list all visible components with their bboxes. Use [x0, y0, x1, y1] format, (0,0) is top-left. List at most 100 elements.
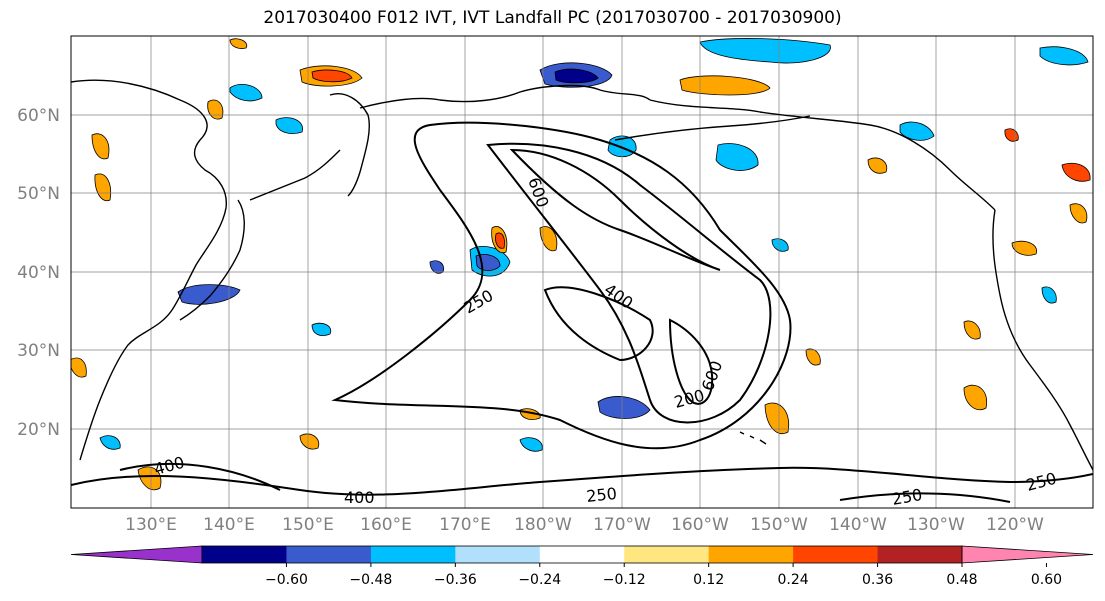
japan-coastline	[179, 199, 245, 321]
colorbar-tick-label: −0.60	[265, 572, 308, 588]
ivt-contour-250-south	[71, 466, 1093, 496]
kamchatka-coastline	[329, 93, 370, 197]
asia-coastline	[71, 79, 227, 461]
positive-anomaly-patch	[137, 466, 162, 491]
colorbar-segment	[286, 546, 372, 563]
ivt-contours	[71, 121, 1093, 503]
colorbar-segment	[539, 546, 625, 563]
colorbar-tick-label: −0.12	[603, 572, 646, 588]
ivt-contour-200	[543, 286, 654, 362]
lon-label: 180°W	[514, 515, 572, 535]
negative-anomaly-patch	[99, 435, 121, 450]
bering-coast	[359, 84, 651, 109]
positive-anomaly-patch	[963, 320, 981, 340]
colorbar-tick-label: −0.24	[518, 572, 561, 588]
positive-anomaly-patch	[867, 157, 888, 174]
map-frame	[70, 35, 1094, 509]
negative-anomaly-patch	[311, 322, 332, 336]
colorbar-tick-label: −0.48	[349, 572, 392, 588]
positive-anomaly-patch	[94, 173, 112, 202]
positive-anomaly-patch	[805, 348, 821, 366]
contour-label: 250	[585, 484, 617, 506]
negative-anomaly-patch	[1041, 286, 1057, 304]
lon-label: 160°W	[671, 515, 729, 535]
colorbar-segments	[70, 545, 1094, 564]
lat-label: 50°N	[17, 184, 60, 204]
anomaly-shading	[71, 38, 1091, 491]
positive-anomaly-patch	[71, 357, 87, 378]
map-title: 2017030400 F012 IVT, IVT Landfall PC (20…	[263, 8, 842, 28]
ivt-contour-600	[509, 148, 721, 271]
negative-anomaly-patch	[177, 284, 241, 305]
positive-anomaly-patch	[963, 384, 988, 411]
colorbar-segment	[202, 546, 287, 563]
lat-label: 20°N	[17, 420, 60, 440]
colorbar-segment	[793, 546, 879, 563]
colorbar-outline	[201, 545, 963, 564]
positive-anomaly-patch	[1061, 162, 1091, 182]
colorbar-segment	[877, 546, 963, 563]
longitude-labels: 130°E 140°E 150°E 160°E 170°E 180°W 170°…	[125, 515, 1044, 535]
positive-anomaly-patch	[229, 38, 248, 49]
lon-label: 130°W	[907, 515, 965, 535]
positive-anomaly-patch	[679, 75, 771, 96]
colorbar-tick-label: 0.36	[862, 572, 893, 588]
lat-label: 60°N	[17, 106, 60, 126]
negative-anomaly-patch	[597, 396, 651, 419]
positive-anomaly-patch	[539, 226, 558, 252]
lat-label: 40°N	[17, 263, 60, 283]
positive-anomaly-patch	[1069, 203, 1088, 224]
negative-anomaly-patch	[899, 121, 935, 141]
lon-label: 120°W	[986, 515, 1044, 535]
colorbar-extend-low	[70, 545, 203, 564]
colorbar-segment	[455, 546, 541, 563]
north-america-west-coast	[992, 209, 1093, 471]
hawaii-islands	[739, 431, 767, 445]
lon-label: 150°W	[750, 515, 808, 535]
negative-anomaly-patch	[699, 38, 831, 64]
ivt-contour-400-south	[119, 462, 1011, 503]
ivt-contour-250	[331, 121, 792, 450]
positive-anomaly-patch	[495, 232, 505, 249]
latitude-labels: 60°N 50°N 40°N 30°N 20°N	[17, 106, 60, 440]
negative-anomaly-patch	[519, 437, 543, 452]
colorbar-tick-label: 0.12	[693, 572, 724, 588]
lon-label: 170°E	[439, 515, 491, 535]
colorbar-segment	[708, 546, 794, 563]
ivt-contour-600-south	[668, 318, 714, 405]
lon-label: 140°E	[203, 515, 255, 535]
colorbar: −0.60 −0.48 −0.36 −0.24 −0.12 0.12 0.24 0.36 0.4…	[70, 545, 1094, 588]
colorbar-segment	[370, 546, 456, 563]
lon-label: 160°E	[360, 515, 412, 535]
colorbar-tick-label: 0.24	[778, 572, 809, 588]
positive-anomaly-patch	[207, 99, 224, 120]
positive-anomaly-patch	[764, 402, 790, 434]
graticule	[71, 36, 1093, 508]
colorbar-tick-label: 0.48	[946, 572, 977, 588]
contour-label: 400	[344, 488, 375, 507]
coastlines	[71, 79, 1093, 471]
lon-label: 130°E	[125, 515, 177, 535]
contour-label: 250	[890, 485, 923, 509]
positive-anomaly-patch	[311, 69, 353, 83]
aleutian-islands	[614, 115, 811, 141]
colorbar-tick-label: −0.36	[434, 572, 477, 588]
lon-label: 140°W	[829, 515, 887, 535]
positive-anomaly-patch	[299, 433, 320, 450]
lon-label: 150°E	[282, 515, 334, 535]
kuril-islands	[249, 149, 341, 201]
colorbar-ticks: −0.60 −0.48 −0.36 −0.24 −0.12 0.12 0.24 0.36 0.4…	[265, 563, 1062, 588]
negative-anomaly-patch	[275, 117, 303, 134]
positive-anomaly-patch	[91, 133, 110, 160]
negative-anomaly-patch	[229, 84, 263, 102]
negative-anomaly-patch	[1039, 46, 1089, 66]
colorbar-segment	[624, 546, 710, 563]
alaska-coastline	[649, 99, 996, 211]
lat-label: 30°N	[17, 341, 60, 361]
negative-anomaly-patch	[715, 143, 759, 171]
lon-label: 170°W	[593, 515, 651, 535]
ivt-contour-400	[486, 142, 772, 424]
colorbar-tick-label: 0.60	[1031, 572, 1062, 588]
colorbar-extend-high	[961, 545, 1094, 564]
